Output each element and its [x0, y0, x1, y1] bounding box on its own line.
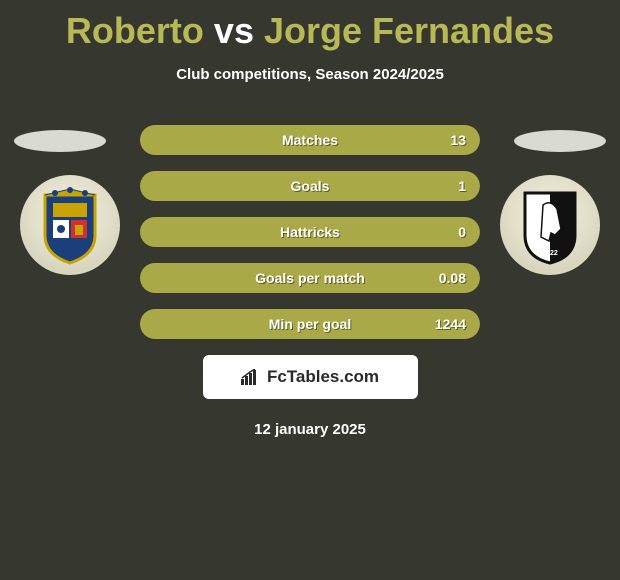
stat-label: Goals per match — [255, 263, 365, 293]
stat-bars: Matches 13 Goals 1 Hattricks 0 Goals per match… — [140, 125, 480, 339]
stat-value-right: 0 — [458, 217, 466, 247]
stat-row: Matches 13 — [140, 125, 480, 155]
stat-value-right: 1244 — [435, 309, 466, 339]
branding-label: FcTables.com — [267, 367, 379, 387]
bar-chart-icon — [241, 369, 261, 385]
stat-value-right: 13 — [450, 125, 466, 155]
stat-value-right: 0.08 — [439, 263, 466, 293]
stat-label: Matches — [282, 125, 338, 155]
player1-club-badge — [20, 175, 120, 275]
player1-photo-placeholder — [14, 130, 106, 152]
subtitle: Club competitions, Season 2024/2025 — [0, 66, 620, 83]
comparison-title: Roberto vs Jorge Fernandes — [0, 0, 620, 52]
player2-name: Jorge Fernandes — [264, 10, 554, 51]
snapshot-date: 12 january 2025 — [0, 421, 620, 438]
stat-value-right: 1 — [458, 171, 466, 201]
stat-label: Hattricks — [280, 217, 340, 247]
vs-text: vs — [214, 10, 254, 51]
shield-crest-icon — [35, 185, 105, 265]
stat-label: Min per goal — [269, 309, 351, 339]
svg-text:1922: 1922 — [542, 250, 558, 257]
player1-name: Roberto — [66, 10, 204, 51]
stat-row: Hattricks 0 — [140, 217, 480, 247]
stat-label: Goals — [291, 171, 330, 201]
stat-row: Min per goal 1244 — [140, 309, 480, 339]
shield-knight-icon: 1922 — [515, 185, 585, 265]
player2-club-badge: 1922 — [500, 175, 600, 275]
comparison-content: 1922 Matches 13 Goals 1 Hattricks 0 Goals per … — [0, 125, 620, 438]
stat-row: Goals per match 0.08 — [140, 263, 480, 293]
player2-photo-placeholder — [514, 130, 606, 152]
site-branding[interactable]: FcTables.com — [203, 355, 418, 399]
stat-row: Goals 1 — [140, 171, 480, 201]
